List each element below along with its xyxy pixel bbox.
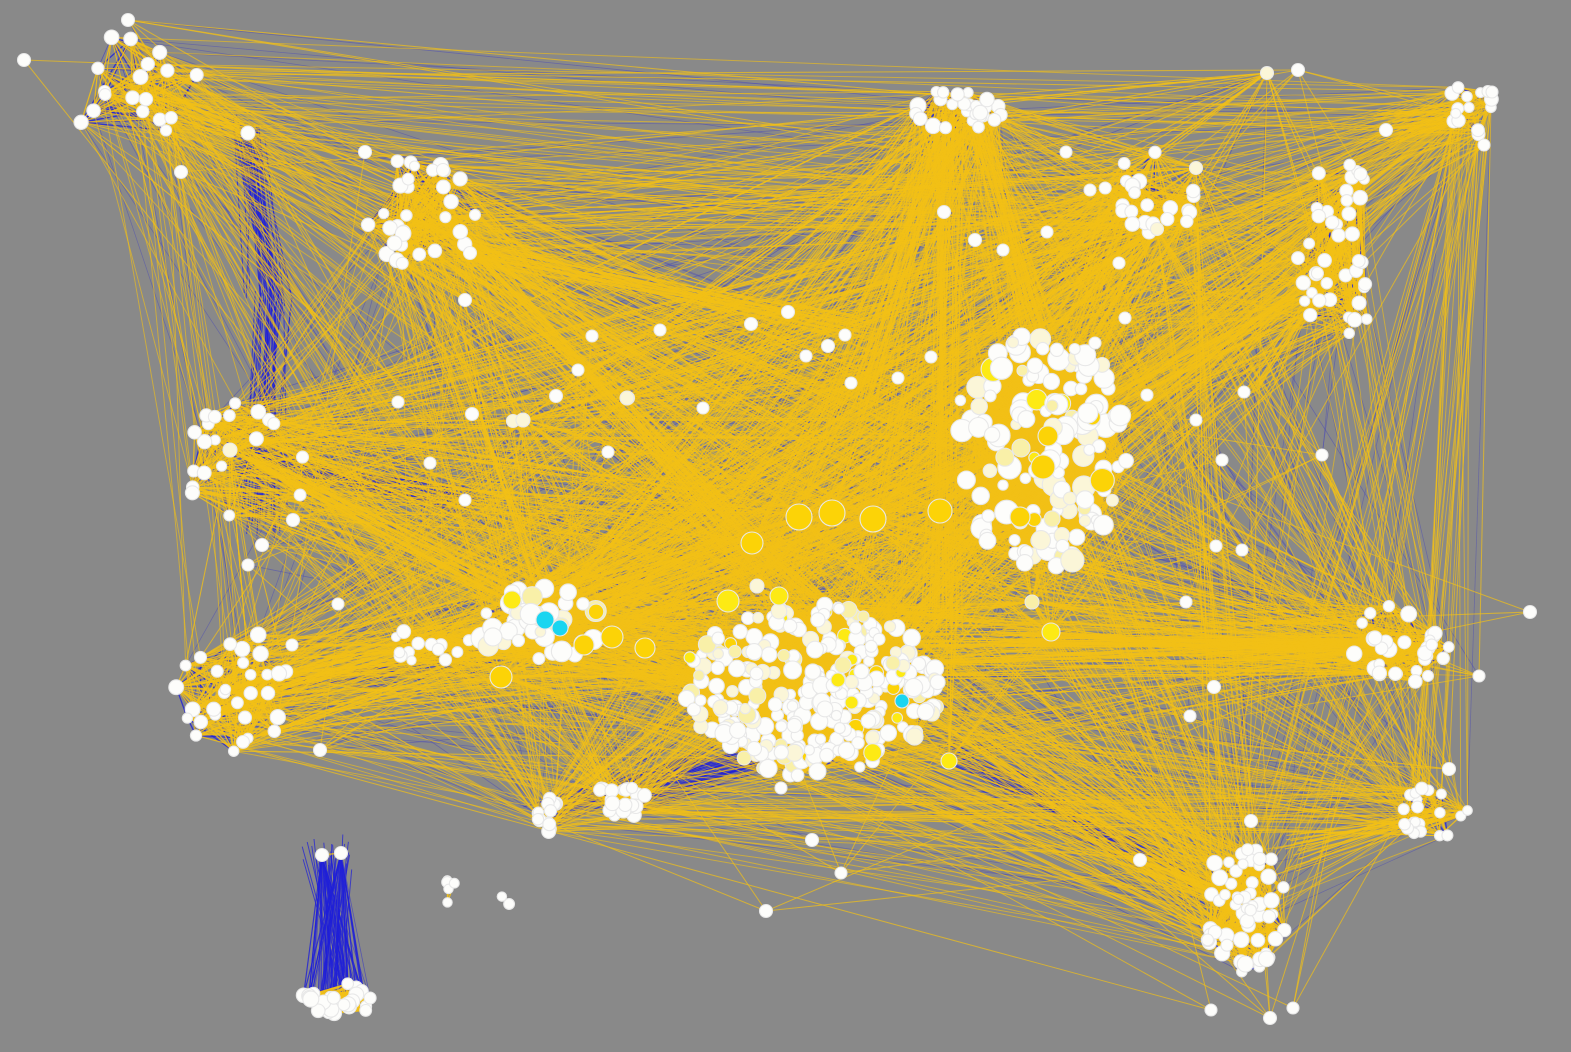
graph-edge — [333, 852, 342, 998]
graph-edge — [303, 854, 323, 996]
graph-edge — [237, 136, 284, 293]
graph-edge — [1363, 287, 1450, 648]
graph-edge — [915, 87, 1459, 115]
graph-edge — [321, 854, 345, 1005]
graph-edge — [1248, 835, 1448, 926]
graph-edge — [176, 686, 226, 691]
graph-edge — [1250, 107, 1470, 822]
graph-edge — [310, 854, 323, 1000]
graph-edge — [303, 852, 342, 996]
graph-edge — [1209, 301, 1306, 935]
graph-edge — [80, 68, 99, 123]
graph-edge — [104, 94, 400, 653]
graph-edge — [321, 854, 332, 1010]
graph-edge — [340, 852, 357, 995]
graph-edge — [317, 852, 342, 1011]
graph-edge — [159, 52, 1459, 121]
graph-edge — [1378, 121, 1455, 665]
graph-edge — [1467, 107, 1492, 811]
graph-edge — [323, 852, 342, 1003]
graph-edge — [340, 852, 371, 999]
graph-edge — [321, 854, 371, 999]
graph-edge — [224, 689, 235, 752]
graph-edge — [310, 852, 342, 1000]
